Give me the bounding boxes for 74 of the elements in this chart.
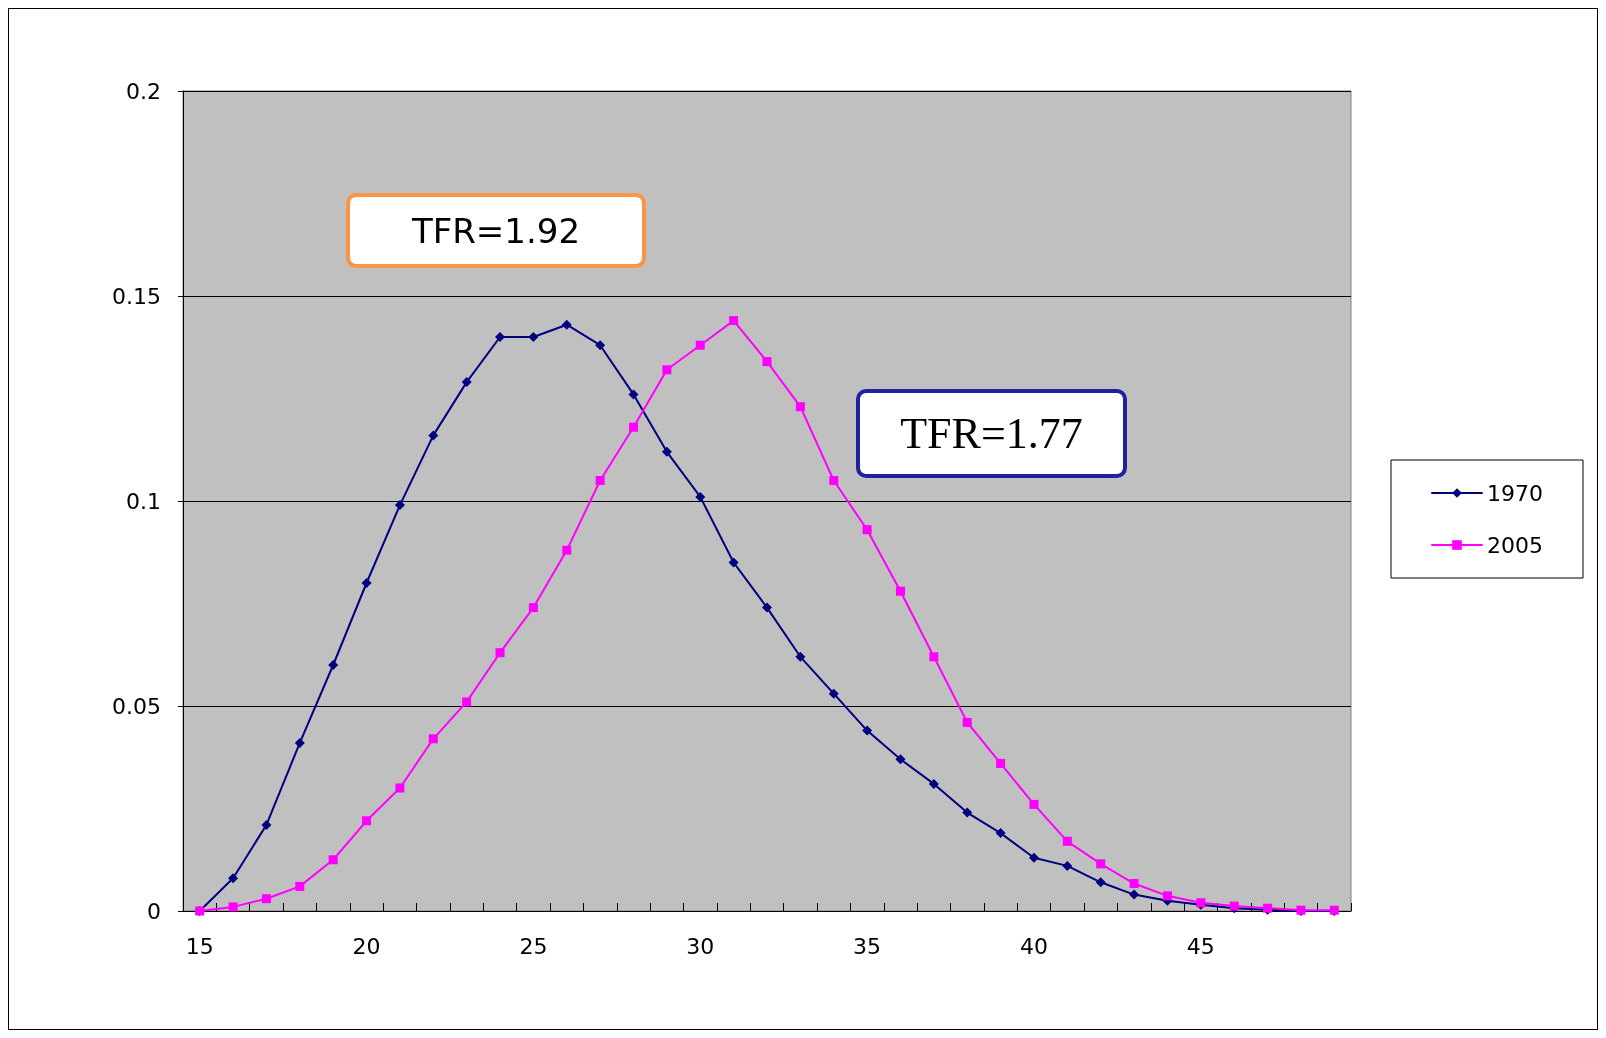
point bbox=[528, 332, 539, 342]
point bbox=[862, 525, 872, 535]
point bbox=[1062, 860, 1073, 871]
point bbox=[595, 340, 606, 351]
point bbox=[528, 603, 538, 613]
point bbox=[661, 446, 672, 457]
x-tick-label: 40 bbox=[1019, 933, 1048, 959]
point bbox=[762, 357, 772, 367]
point bbox=[962, 807, 973, 818]
point bbox=[995, 828, 1006, 839]
point bbox=[695, 491, 706, 502]
point bbox=[228, 902, 238, 912]
point bbox=[261, 819, 272, 830]
point bbox=[762, 602, 772, 613]
point bbox=[1096, 859, 1106, 869]
x-tick-label: 20 bbox=[352, 933, 381, 959]
y-tick-label: 0.15 bbox=[112, 283, 161, 309]
callout-box: TFR=1.77 bbox=[856, 389, 1127, 478]
point bbox=[828, 688, 839, 699]
legend-label: 1970 bbox=[1487, 480, 1544, 506]
y-tick-label: 0.05 bbox=[112, 693, 161, 719]
point bbox=[295, 881, 305, 891]
y-tick-label: 0 bbox=[147, 898, 161, 924]
x-tick-label: 15 bbox=[185, 933, 214, 959]
point bbox=[962, 717, 972, 727]
y-tick-label: 0.1 bbox=[126, 488, 161, 514]
point bbox=[562, 545, 572, 555]
point bbox=[462, 697, 472, 707]
point bbox=[428, 734, 438, 744]
annotation: TFR=1.77 bbox=[900, 408, 1083, 459]
point bbox=[929, 652, 939, 662]
point bbox=[428, 430, 439, 441]
point bbox=[361, 578, 372, 588]
x-tick-label: 45 bbox=[1186, 933, 1215, 959]
point bbox=[728, 557, 739, 568]
point bbox=[394, 500, 405, 511]
point bbox=[695, 340, 705, 350]
point bbox=[461, 377, 472, 388]
point bbox=[1028, 852, 1039, 863]
point bbox=[996, 758, 1006, 768]
point bbox=[1062, 836, 1072, 846]
point bbox=[595, 476, 605, 485]
point bbox=[328, 855, 338, 865]
point bbox=[1029, 799, 1039, 809]
point bbox=[1095, 877, 1106, 888]
point bbox=[561, 319, 572, 330]
y-tick-label: 0.2 bbox=[126, 78, 161, 104]
point bbox=[495, 648, 505, 658]
point bbox=[662, 365, 672, 375]
point bbox=[829, 476, 839, 485]
point bbox=[795, 402, 805, 412]
point bbox=[895, 754, 906, 765]
point bbox=[928, 778, 939, 789]
point bbox=[395, 783, 405, 793]
point bbox=[729, 316, 739, 326]
point bbox=[294, 737, 305, 748]
point bbox=[228, 873, 239, 884]
x-tick-label: 35 bbox=[853, 933, 882, 959]
point bbox=[261, 894, 271, 904]
x-tick-label: 25 bbox=[519, 933, 548, 959]
point bbox=[1129, 889, 1140, 900]
callout-box: TFR=1.92 bbox=[346, 193, 646, 268]
point bbox=[795, 651, 806, 662]
point bbox=[362, 816, 372, 826]
point bbox=[862, 725, 873, 736]
point bbox=[328, 660, 339, 670]
point bbox=[1162, 891, 1172, 901]
point bbox=[1129, 879, 1139, 889]
point bbox=[895, 586, 905, 596]
point bbox=[629, 422, 639, 432]
point bbox=[628, 389, 639, 400]
x-tick-label: 30 bbox=[686, 933, 715, 959]
annotation: TFR=1.92 bbox=[411, 210, 581, 251]
legend-label: 2005 bbox=[1487, 532, 1544, 558]
